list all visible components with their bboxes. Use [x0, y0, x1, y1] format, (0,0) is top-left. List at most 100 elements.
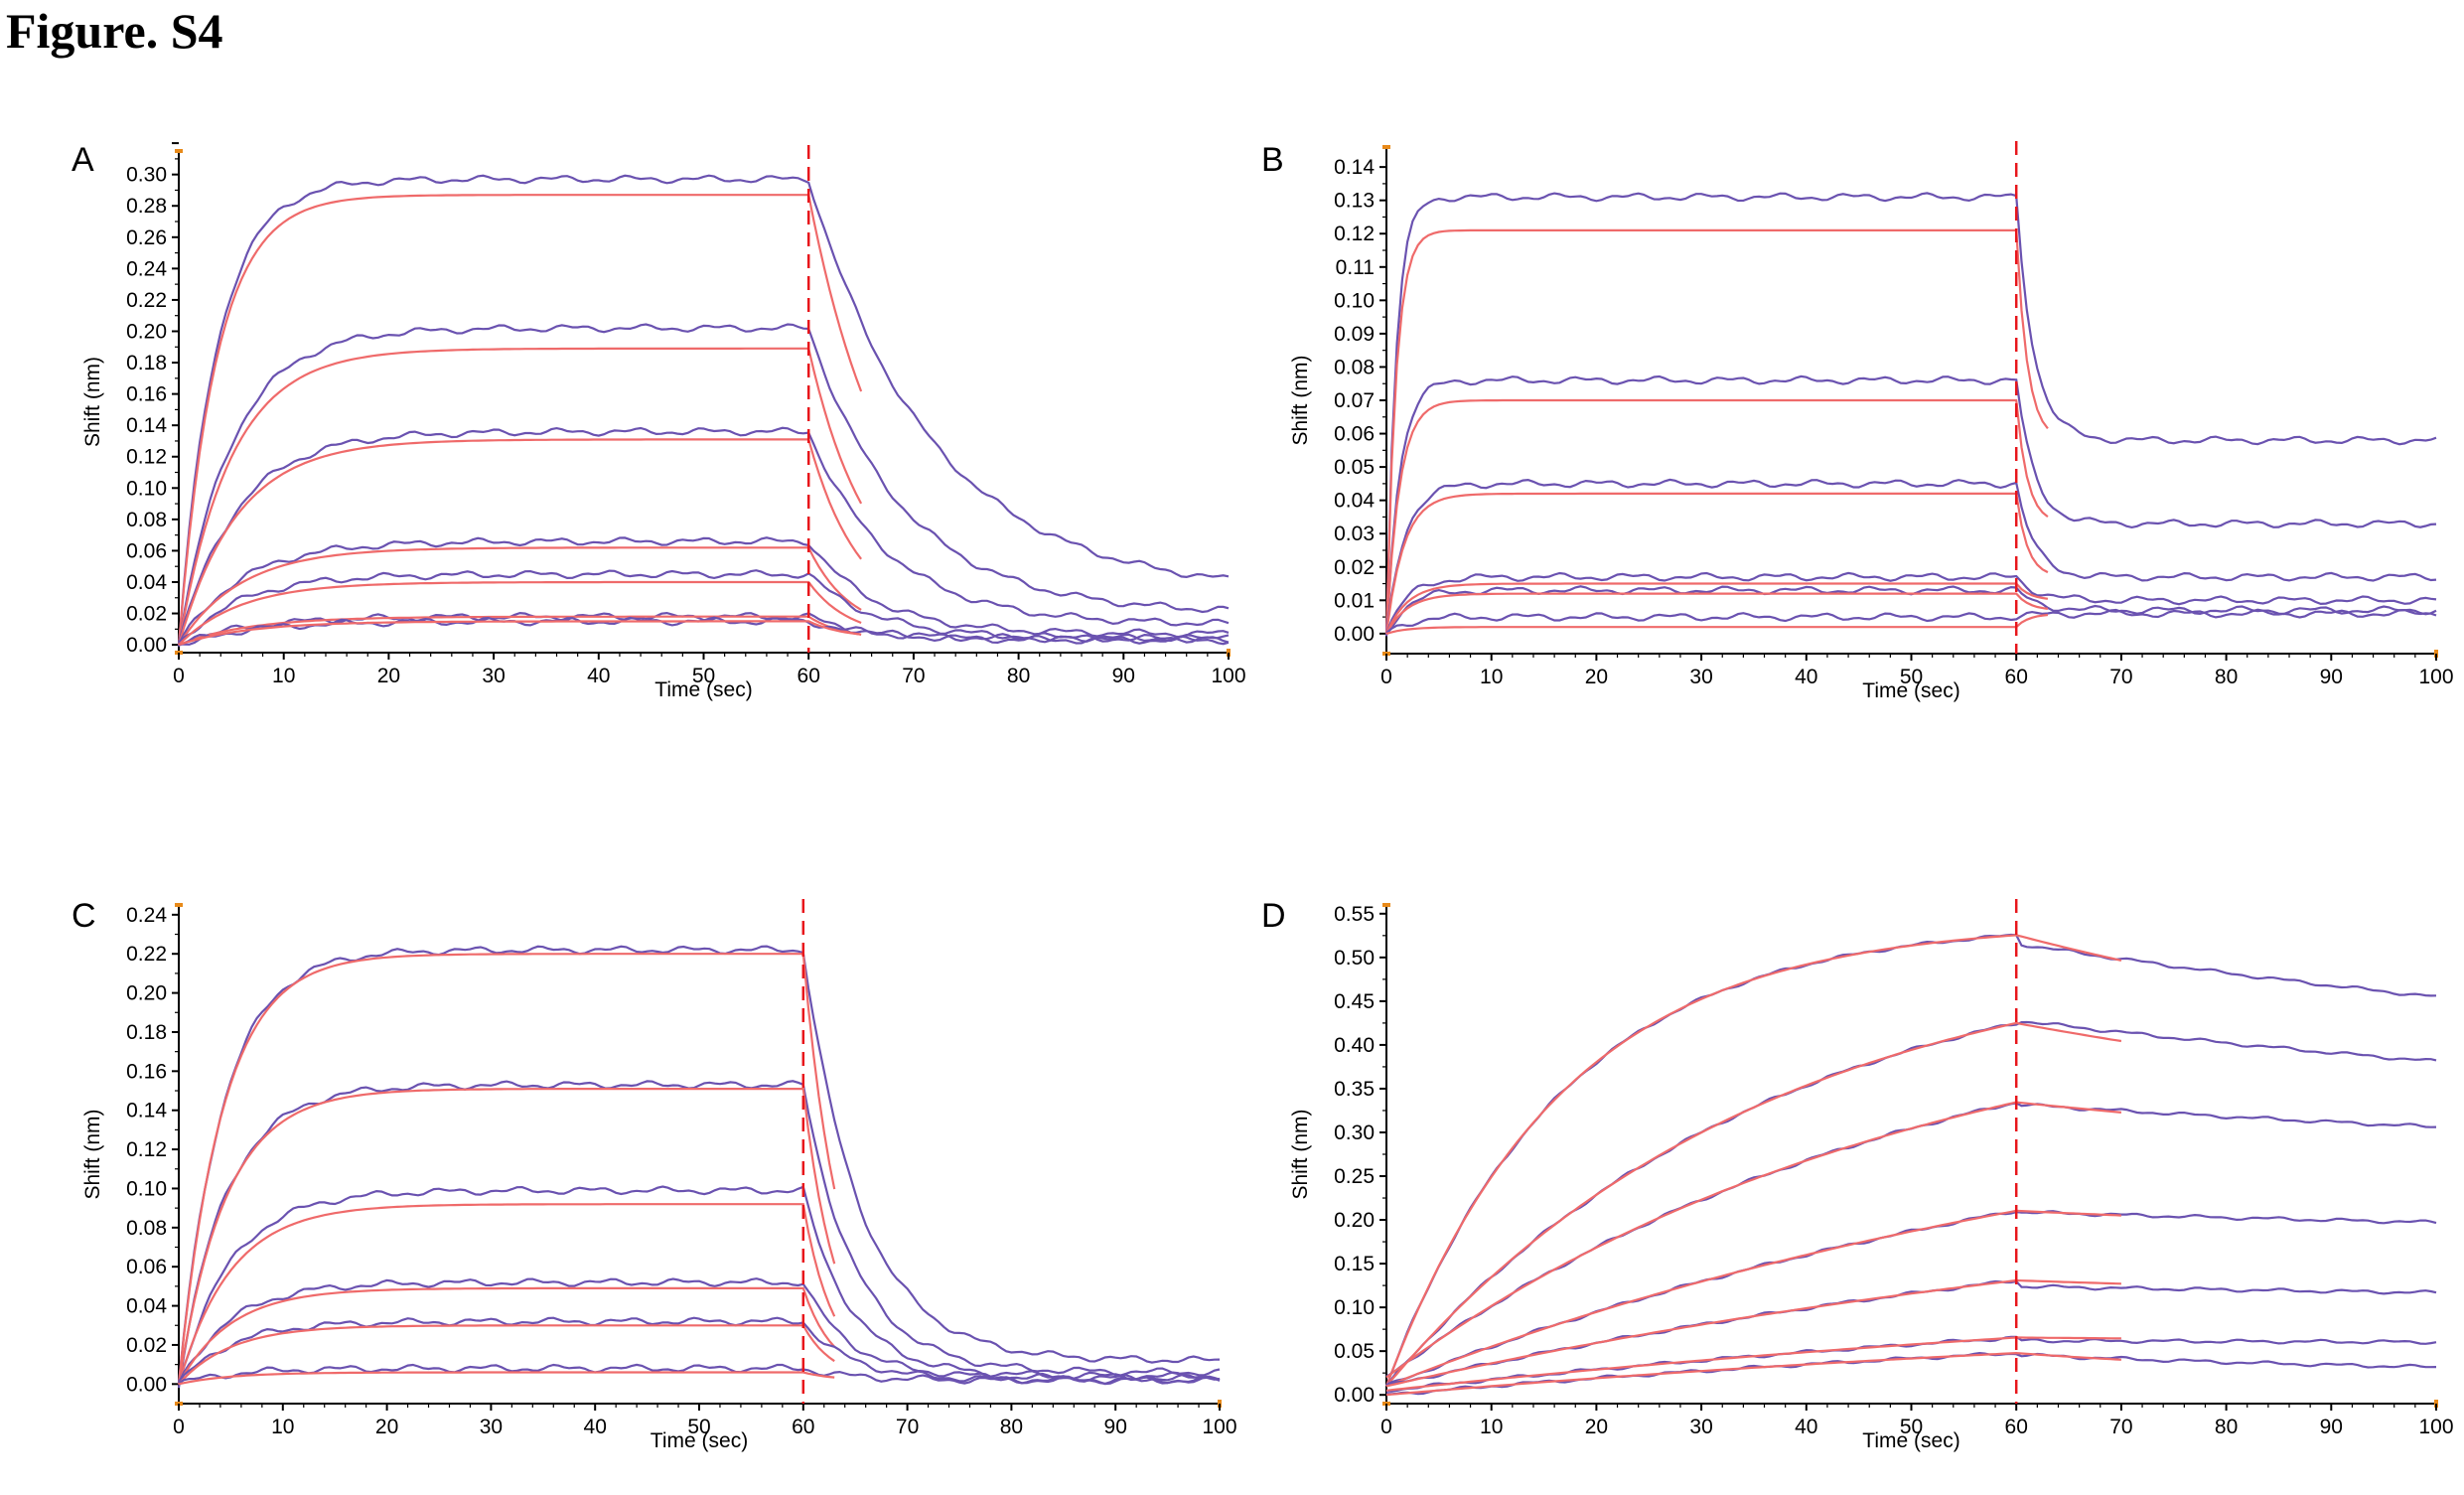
y-tick-label: 0.06 — [1334, 423, 1375, 446]
fit-curve — [1384, 228, 2049, 634]
y-tick-label: 0.30 — [1334, 1121, 1375, 1144]
x-tick-label: 30 — [480, 1416, 503, 1438]
measured-curve — [1385, 1020, 2437, 1388]
y-tick-label: 0.03 — [1334, 523, 1375, 545]
fit-curve — [177, 1203, 836, 1385]
measured-curve — [177, 1080, 1221, 1389]
y-axis-title: Shift (nm) — [1289, 1109, 1312, 1199]
y-tick-label: 0.10 — [1334, 289, 1375, 312]
y-tick-label: 0.50 — [1334, 947, 1375, 970]
fit-curve — [177, 194, 863, 646]
chart-panel-a: A 0 10 20 30 40 50 60 70 80 90 100 0.00 0.02 0.04 0.06 0… — [72, 141, 1246, 701]
x-tick-label: 80 — [2215, 1416, 2238, 1438]
measured-curve — [1384, 571, 2437, 635]
y-tick-label: 0.00 — [126, 1373, 167, 1396]
x-axis-title: Time (sec) — [654, 678, 752, 701]
y-tick-label: 0.13 — [1334, 190, 1375, 213]
fit-curve — [1385, 1101, 2122, 1379]
x-tick-label: 10 — [1480, 1416, 1503, 1438]
y-tick-label: 0.28 — [126, 195, 167, 218]
fit-curve — [1385, 582, 2049, 635]
x-tick-label: 90 — [1112, 665, 1135, 687]
fit-curve — [1385, 1336, 2121, 1392]
x-tick-label: 100 — [1211, 665, 1245, 687]
measured-curve — [1385, 608, 2437, 634]
x-tick-label: 60 — [792, 1416, 814, 1438]
y-axis-title: Shift (nm) — [81, 357, 104, 447]
y-tick-label: 0.09 — [1334, 323, 1375, 346]
y-tick-label: 0.12 — [126, 446, 167, 469]
y-tick-label: 0.00 — [1334, 623, 1375, 646]
y-tick-label: 0.25 — [1334, 1165, 1375, 1188]
measured-curve — [1385, 1102, 2437, 1378]
x-tick-label: 40 — [1795, 1416, 1817, 1438]
y-tick-label: 0.10 — [126, 1177, 167, 1200]
y-tick-label: 0.12 — [126, 1138, 167, 1161]
x-tick-label: 20 — [375, 1416, 398, 1438]
y-axis-title: Shift (nm) — [1289, 355, 1312, 445]
y-tick-label: 0.08 — [126, 509, 167, 531]
fit-curve — [178, 1324, 835, 1386]
measured-curve — [178, 536, 1230, 646]
x-tick-label: 80 — [1000, 1416, 1023, 1438]
y-tick-label: 0.02 — [1334, 556, 1375, 579]
x-tick-label: 50 — [692, 665, 715, 687]
x-tick-label: 20 — [377, 665, 400, 687]
y-tick-label: 0.07 — [1334, 389, 1375, 412]
y-tick-label: 0.20 — [126, 982, 167, 1005]
y-tick-label: 0.55 — [1334, 903, 1375, 926]
x-tick-label: 100 — [1202, 1416, 1236, 1438]
x-tick-label: 70 — [896, 1416, 919, 1438]
measured-curve — [1384, 374, 2437, 637]
x-tick-label: 20 — [1585, 1416, 1608, 1438]
fit-curve — [177, 347, 863, 646]
x-tick-label: 40 — [587, 665, 610, 687]
y-tick-label: 0.08 — [1334, 356, 1375, 378]
x-tick-label: 50 — [1900, 1416, 1923, 1438]
x-tick-label: 60 — [797, 665, 820, 687]
measured-curve — [178, 1277, 1221, 1384]
chart-panel-c: C 0 10 20 30 40 50 60 70 80 90 100 0.00 0.02 0.04 0.06 0… — [72, 897, 1237, 1452]
measured-curve — [178, 569, 1230, 644]
fit-curve — [1385, 1278, 2121, 1388]
y-tick-label: 0.02 — [126, 603, 167, 626]
y-tick-label: 0.26 — [126, 226, 167, 249]
y-tick-label: 0.18 — [126, 1021, 167, 1044]
y-tick-label: 0.04 — [126, 1295, 167, 1318]
fit-curve — [1385, 1351, 2121, 1397]
x-tick-label: 60 — [2005, 1416, 2028, 1438]
fit-curve — [177, 953, 836, 1385]
y-tick-label: 0.04 — [1334, 490, 1375, 513]
chart-panel-b: B 0 10 20 30 40 50 60 70 80 90 100 0.00 0.01 0.02 0.03 0… — [1261, 141, 2454, 702]
fit-curve — [178, 580, 862, 646]
y-tick-label: 0.05 — [1334, 1340, 1375, 1363]
fit-curve — [178, 546, 862, 646]
x-tick-label: 70 — [2109, 666, 2132, 688]
measured-curve — [1384, 933, 2437, 1387]
y-tick-label: 0.05 — [1334, 456, 1375, 479]
fit-curve — [1384, 934, 2122, 1387]
panel-letter: B — [1261, 141, 1284, 179]
x-tick-label: 20 — [1585, 666, 1608, 688]
y-tick-label: 0.18 — [126, 352, 167, 374]
chart-panel-d: D 0 10 20 30 40 50 60 70 80 90 100 0.00 0.05 0.10 0.15 0… — [1261, 897, 2454, 1452]
measured-curve — [177, 945, 1221, 1384]
measured-curve — [177, 174, 1230, 646]
fit-curve — [178, 620, 862, 647]
x-tick-label: 90 — [2320, 1416, 2343, 1438]
y-tick-label: 0.45 — [1334, 990, 1375, 1013]
fit-curve — [1385, 1209, 2121, 1388]
fit-curve — [1385, 1021, 2122, 1388]
fit-curve — [177, 438, 862, 646]
x-tick-label: 10 — [271, 1416, 294, 1438]
x-tick-label: 30 — [1689, 1416, 1712, 1438]
x-tick-label: 0 — [173, 665, 185, 687]
y-tick-label: 0.02 — [126, 1334, 167, 1357]
figure-title: Figure. S4 — [6, 3, 223, 59]
y-tick-label: 0.10 — [1334, 1296, 1375, 1319]
x-tick-label: 40 — [584, 1416, 607, 1438]
y-tick-label: 0.24 — [126, 257, 167, 280]
x-tick-label: 100 — [2418, 1416, 2453, 1438]
x-tick-label: 100 — [2418, 666, 2453, 688]
x-tick-label: 30 — [482, 665, 505, 687]
